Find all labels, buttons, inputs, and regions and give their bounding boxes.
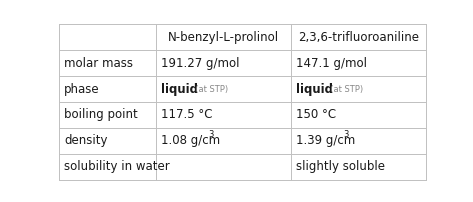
Text: 1.39 g/cm: 1.39 g/cm (296, 134, 356, 147)
Text: 1.08 g/cm: 1.08 g/cm (161, 134, 220, 147)
Text: 191.27 g/mol: 191.27 g/mol (161, 57, 240, 70)
Text: 2,3,6-trifluoroaniline: 2,3,6-trifluoroaniline (298, 31, 419, 44)
Text: solubility in water: solubility in water (64, 160, 170, 173)
Text: 150 °C: 150 °C (296, 108, 336, 121)
Text: liquid: liquid (296, 83, 333, 96)
Text: molar mass: molar mass (64, 57, 133, 70)
Text: slightly soluble: slightly soluble (296, 160, 385, 173)
Text: density: density (64, 134, 108, 147)
Text: 3: 3 (343, 130, 348, 140)
Text: N-benzyl-L-prolinol: N-benzyl-L-prolinol (168, 31, 279, 44)
Text: boiling point: boiling point (64, 108, 138, 121)
Text: 117.5 °C: 117.5 °C (161, 108, 213, 121)
Text: (at STP): (at STP) (190, 85, 228, 94)
Text: 3: 3 (208, 130, 213, 140)
Text: phase: phase (64, 83, 100, 96)
Text: 147.1 g/mol: 147.1 g/mol (296, 57, 368, 70)
Text: liquid: liquid (161, 83, 198, 96)
Text: (at STP): (at STP) (324, 85, 363, 94)
